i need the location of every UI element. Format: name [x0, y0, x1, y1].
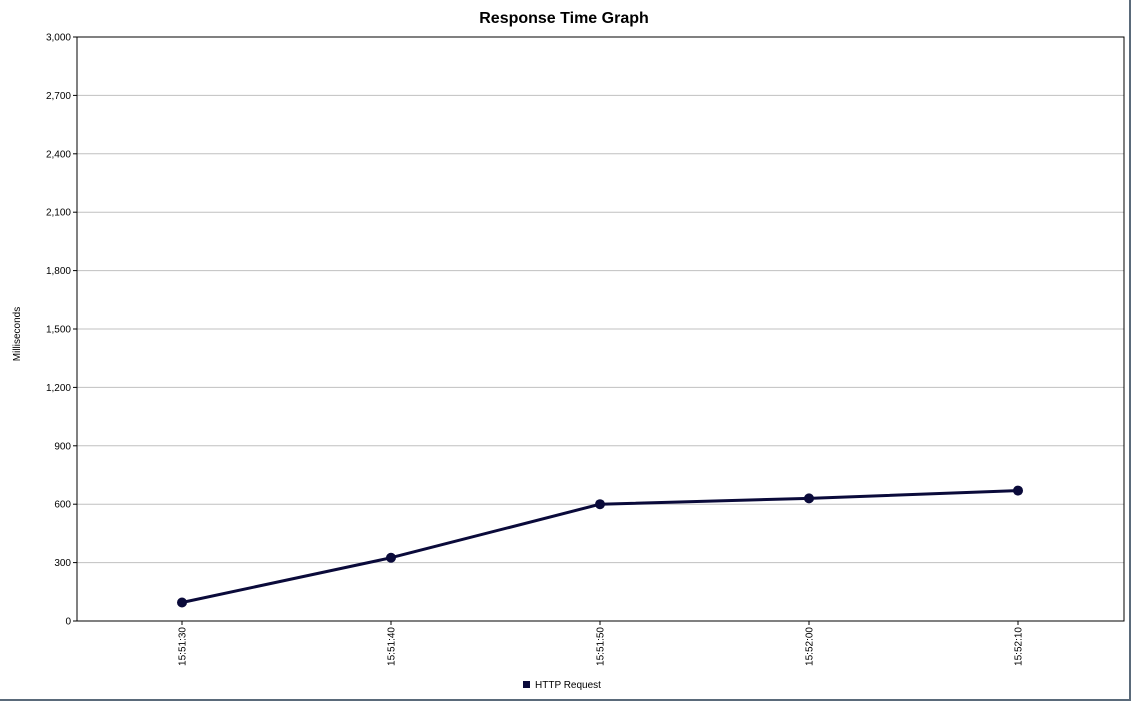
x-tick-label: 15:51:30	[178, 627, 189, 666]
x-tick-label: 15:52:00	[805, 627, 816, 666]
y-tick-label: 2,100	[46, 208, 71, 219]
series-layer	[177, 485, 1023, 608]
data-point	[177, 597, 187, 608]
y-tick-label: 900	[54, 441, 71, 452]
x-tick-label: 15:51:40	[387, 627, 398, 666]
data-point	[386, 552, 396, 563]
y-axis-label: Milliseconds	[12, 307, 23, 361]
x-tick-label: 15:52:10	[1014, 627, 1025, 666]
legend-label-http-request: HTTP Request	[535, 680, 601, 691]
data-point	[1013, 485, 1023, 496]
y-tick-label: 2,400	[46, 149, 71, 160]
x-tick-label: 15:51:50	[596, 627, 607, 666]
y-tick-label: 1,500	[46, 325, 71, 336]
y-tick-label: 3,000	[46, 33, 71, 44]
y-axis-ticks: 0 300 600 900 1,200 1,500 1,800 2,100 2,400 2,700…	[46, 33, 77, 628]
y-tick-label: 600	[54, 500, 71, 511]
y-tick-label: 0	[65, 617, 71, 628]
x-axis-ticks: 15:51:30 15:51:40 15:51:50 15:52:00 15:52:10	[178, 621, 1025, 666]
legend: HTTP Request	[523, 680, 601, 691]
y-tick-label: 300	[54, 558, 71, 569]
y-tick-label: 2,700	[46, 91, 71, 102]
legend-swatch-http-request	[523, 681, 530, 688]
y-tick-label: 1,800	[46, 266, 71, 277]
chart-title: Response Time Graph	[479, 10, 649, 27]
data-point	[595, 499, 605, 510]
data-point	[804, 493, 814, 504]
y-tick-label: 1,200	[46, 383, 71, 394]
